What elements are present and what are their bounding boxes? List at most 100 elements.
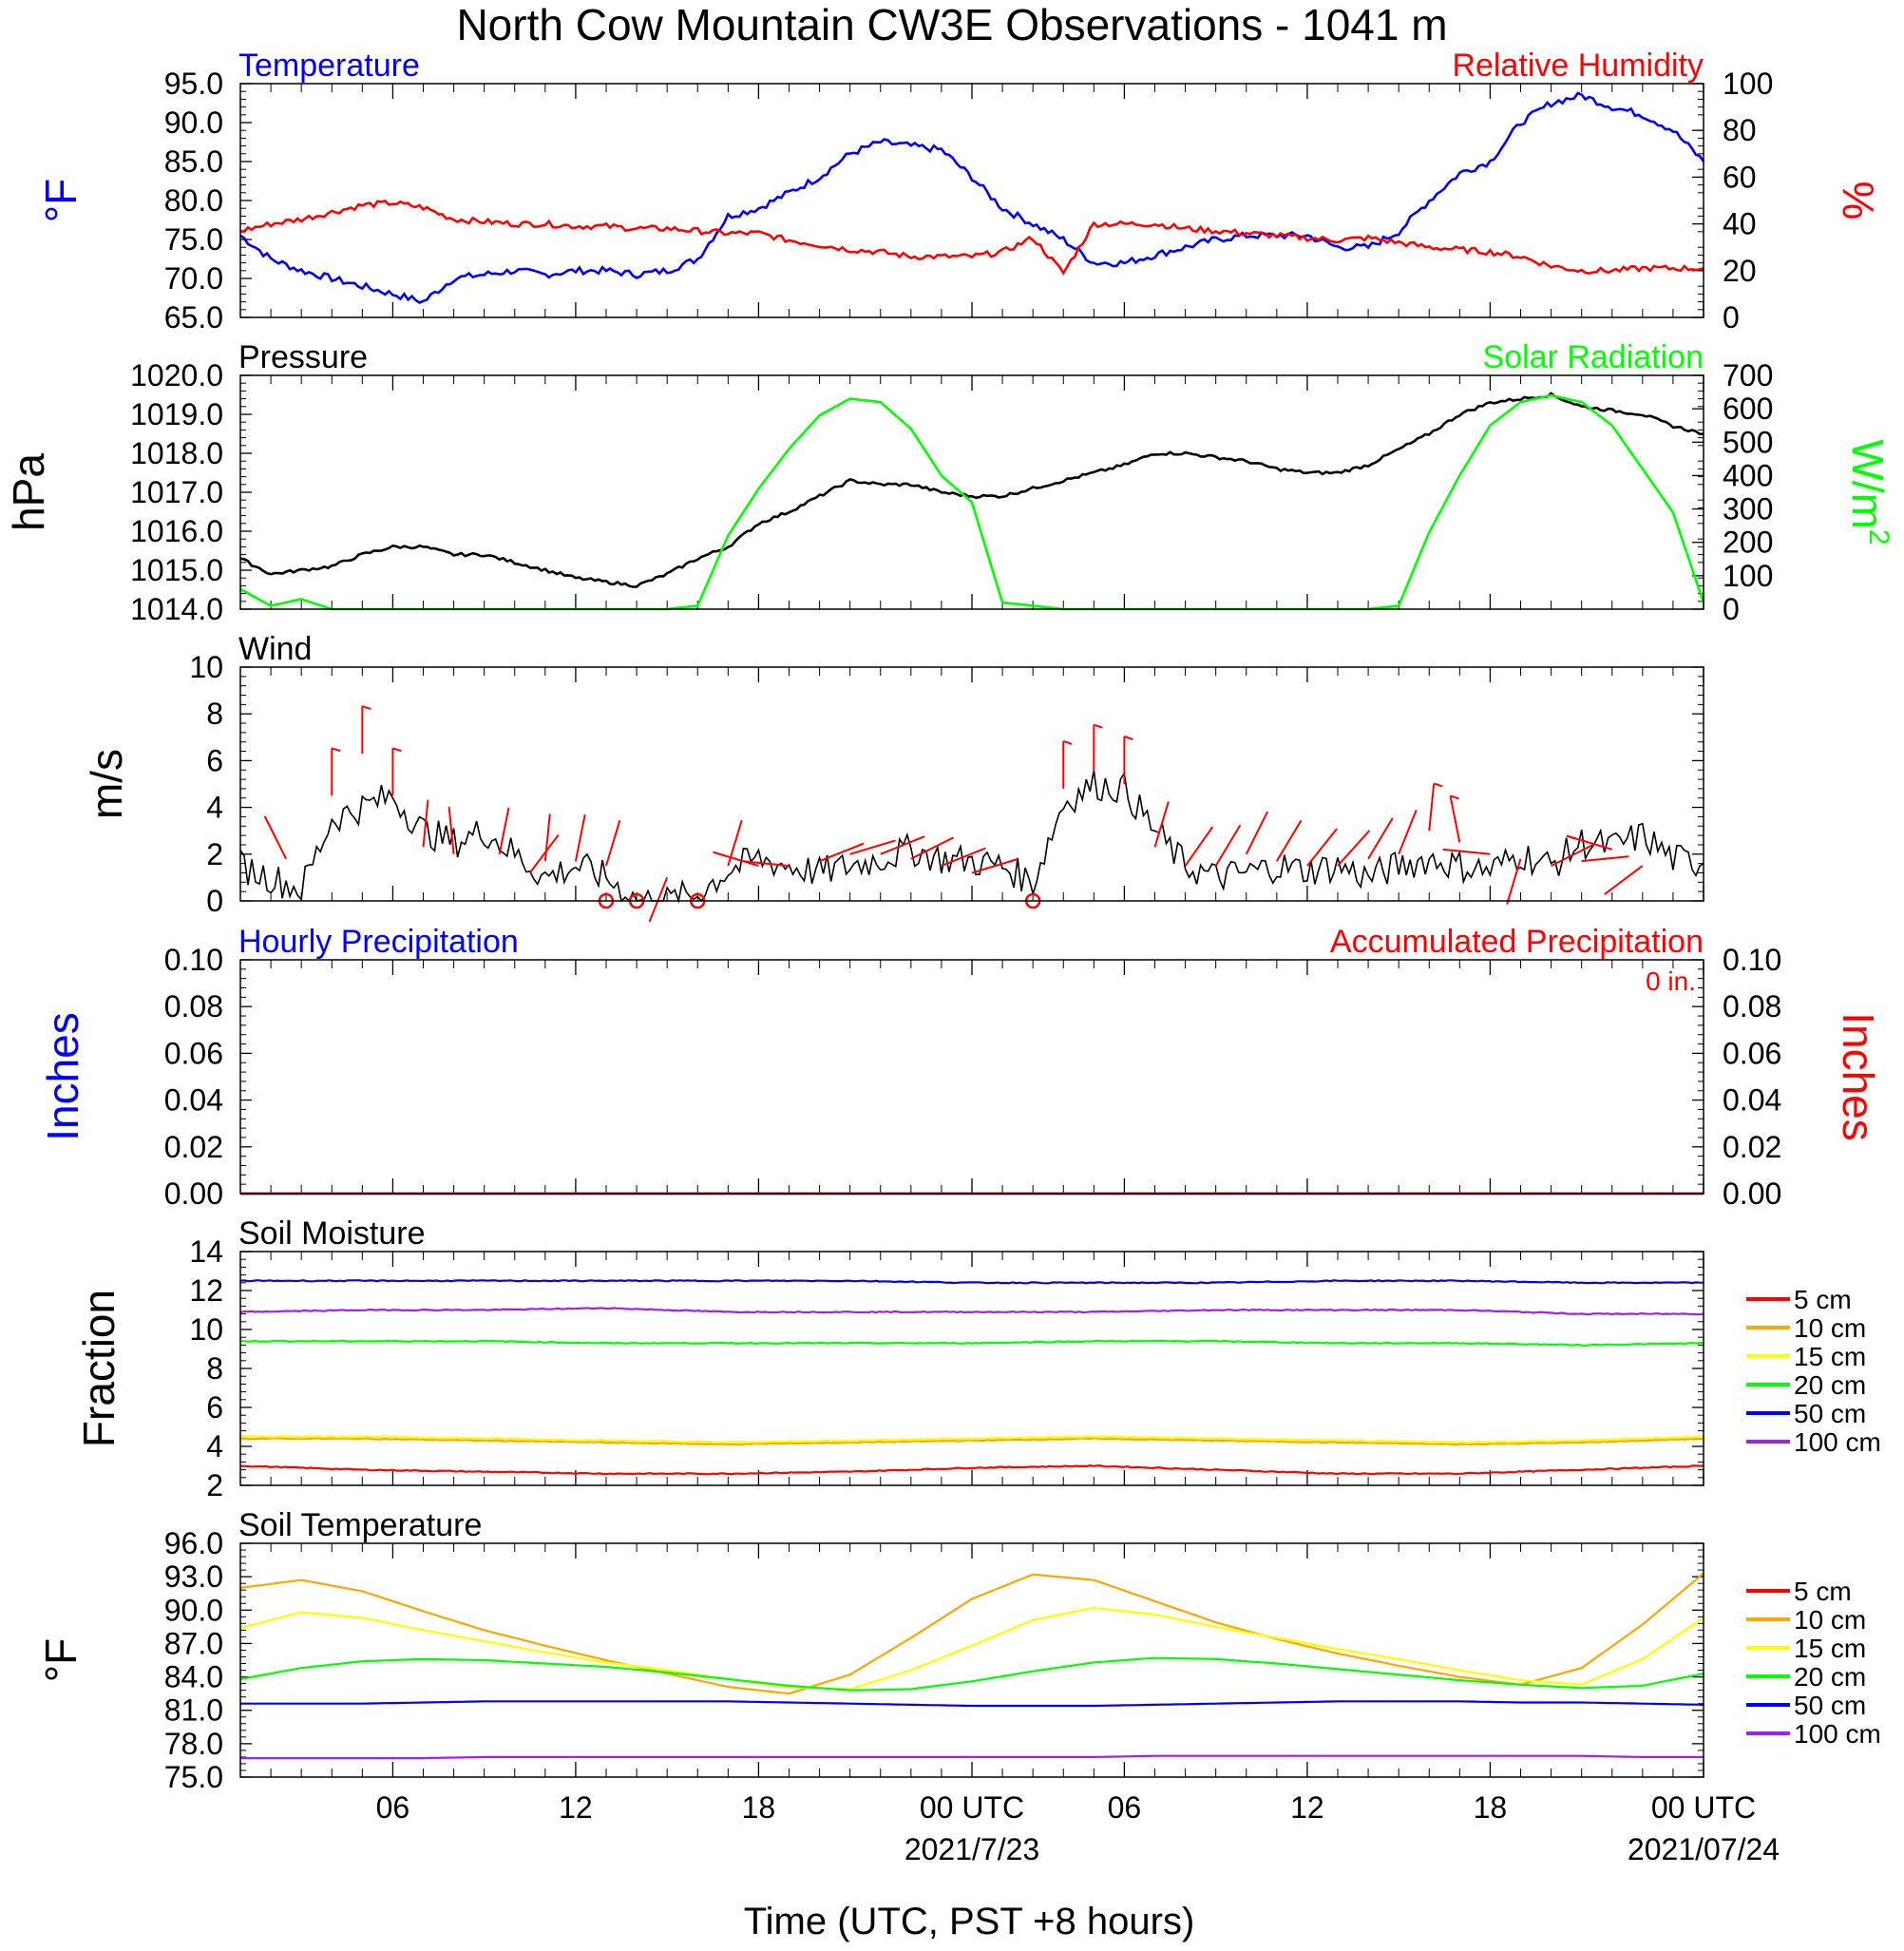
panel-title-left: Soil Temperature: [238, 1507, 482, 1543]
wind-barb: [1153, 801, 1170, 848]
plot-frame: [239, 666, 1704, 902]
panel-title-left: Hourly Precipitation: [238, 924, 519, 960]
wind-barb: [1306, 828, 1338, 867]
y-axis-label-left: °F: [36, 179, 86, 223]
series-10-cm: [239, 1437, 1704, 1446]
x-tick-label: 12: [1290, 1790, 1324, 1825]
y-tick-label-left: 75.0: [164, 222, 223, 257]
series-50-cm: [240, 1700, 1704, 1708]
y-axis-label-left: Inches: [38, 1012, 87, 1141]
wind-barb: [1449, 795, 1461, 843]
panel-title-right: Solar Radiation: [1483, 339, 1704, 375]
y-tick-label-left: 0.08: [164, 989, 223, 1023]
y-tick-label-left: 1014.0: [130, 592, 223, 626]
series-100-cm: [239, 1307, 1704, 1316]
y-tick-label-right: 500: [1723, 425, 1773, 459]
wind-barb: [528, 833, 560, 874]
y-tick-label-right: 0.08: [1723, 989, 1781, 1023]
x-tick-label: 18: [1474, 1790, 1508, 1825]
y-axis-label-left: °F: [36, 1638, 86, 1683]
panel-title-right: Accumulated Precipitation: [1330, 924, 1704, 960]
wind-barb: [1551, 843, 1594, 867]
y-tick-label-left: 0.02: [164, 1130, 223, 1164]
y-tick-label-left: 4: [206, 1429, 223, 1463]
y-axis-label-right: Inches: [1834, 1012, 1883, 1141]
x-tick-label: 12: [559, 1790, 593, 1825]
wind-barb-feather: [392, 747, 402, 753]
wind-barb-feather: [1433, 782, 1443, 788]
wind-barb-feather: [1124, 736, 1133, 740]
legend-label: 15 cm: [1794, 1342, 1866, 1371]
wind-barb: [880, 835, 925, 855]
y-tick-label-right: 0.02: [1723, 1130, 1781, 1164]
y-tick-label-left: 85.0: [164, 144, 223, 179]
panels: 65.070.075.080.085.090.095.0020406080100…: [4, 48, 1894, 1794]
wind-barb: [1245, 811, 1269, 855]
panel-wind: 0 2 4 6 8 10 Wind m/s: [82, 631, 1704, 923]
y-tick-label-right: 100: [1723, 559, 1773, 593]
wind-barb-feather: [331, 747, 341, 753]
accumulated-total-label: 0 in.: [1646, 966, 1696, 996]
y-tick-label-left: 87.0: [164, 1626, 223, 1660]
wind-barb: [741, 860, 790, 868]
y-tick-label-left: 81.0: [164, 1693, 223, 1728]
y-tick-label-right: 400: [1723, 458, 1773, 492]
y-tick-label-left: 1019.0: [130, 397, 223, 431]
wind-barb: [971, 858, 1019, 874]
wind-barb: [605, 819, 621, 867]
y-tick-label-right: 0.04: [1723, 1083, 1781, 1118]
y-tick-label-left: 6: [206, 1390, 223, 1425]
plot-frame: [239, 1542, 1704, 1778]
legend-label: 20 cm: [1794, 1662, 1866, 1692]
y-tick-label-right: 0.00: [1723, 1176, 1781, 1211]
series-50-cm: [239, 1279, 1704, 1285]
series-20-cm: [239, 1656, 1704, 1692]
y-tick-label-right: 0: [1723, 300, 1740, 335]
wind-barb-feather: [1566, 834, 1576, 840]
y-tick-label-left: 90.0: [164, 1593, 223, 1627]
plot-frame: [239, 959, 1704, 1195]
panel-title-left: Wind: [238, 631, 312, 667]
y-tick-label-left: 0: [206, 884, 223, 918]
y-tick-label-left: 78.0: [164, 1727, 223, 1761]
x-tick-label: 18: [742, 1790, 776, 1825]
wind-barb: [1367, 817, 1394, 860]
y-tick-label-right: 700: [1723, 358, 1773, 392]
wind-barb: [447, 806, 455, 854]
y-tick-label-left: 0.10: [164, 943, 223, 977]
wind-barb-feather: [1062, 739, 1073, 745]
wind-barb: [1337, 830, 1371, 867]
y-tick-label-left: 8: [206, 1351, 223, 1386]
wind-barb: [574, 813, 586, 862]
wind-barb: [1581, 855, 1629, 863]
y-tick-label-right: 80: [1723, 113, 1757, 147]
y-tick-label-right: 300: [1723, 492, 1773, 526]
wind-barb: [648, 877, 669, 923]
legend-label: 50 cm: [1794, 1691, 1866, 1720]
y-tick-label-left: 2: [206, 1468, 223, 1502]
series-pressure: [239, 392, 1704, 588]
series-15-cm: [239, 1435, 1704, 1444]
legend-label: 5 cm: [1794, 1285, 1852, 1314]
y-tick-label-left: 14: [189, 1234, 223, 1269]
series-100-cm: [240, 1754, 1704, 1760]
figure-title: North Cow Mountain CW3E Observations - 1…: [456, 0, 1447, 49]
series-15-cm: [239, 1606, 1704, 1691]
x-date-label: 2021/7/23: [904, 1832, 1039, 1866]
y-tick-label-left: 65.0: [164, 300, 223, 335]
panel-title-left: Temperature: [238, 48, 420, 84]
y-tick-label-right: 200: [1723, 526, 1773, 560]
y-tick-label-left: 96.0: [164, 1526, 223, 1560]
y-tick-label-right: 20: [1723, 254, 1757, 288]
y-tick-label-left: 6: [206, 743, 223, 777]
y-axis-label-superscript: 2: [1863, 529, 1894, 545]
wind-barb: [1442, 848, 1491, 855]
panel-soil-temperature: 75.078.081.084.087.090.093.096.0 Soil Tem…: [36, 1507, 1881, 1794]
x-axis-label: Time (UTC, PST +8 hours): [744, 1901, 1195, 1942]
y-tick-label-left: 8: [206, 697, 223, 731]
legend-label: 5 cm: [1794, 1577, 1852, 1606]
series-relative-humidity: [239, 199, 1704, 276]
plot-frame: [239, 374, 1704, 610]
